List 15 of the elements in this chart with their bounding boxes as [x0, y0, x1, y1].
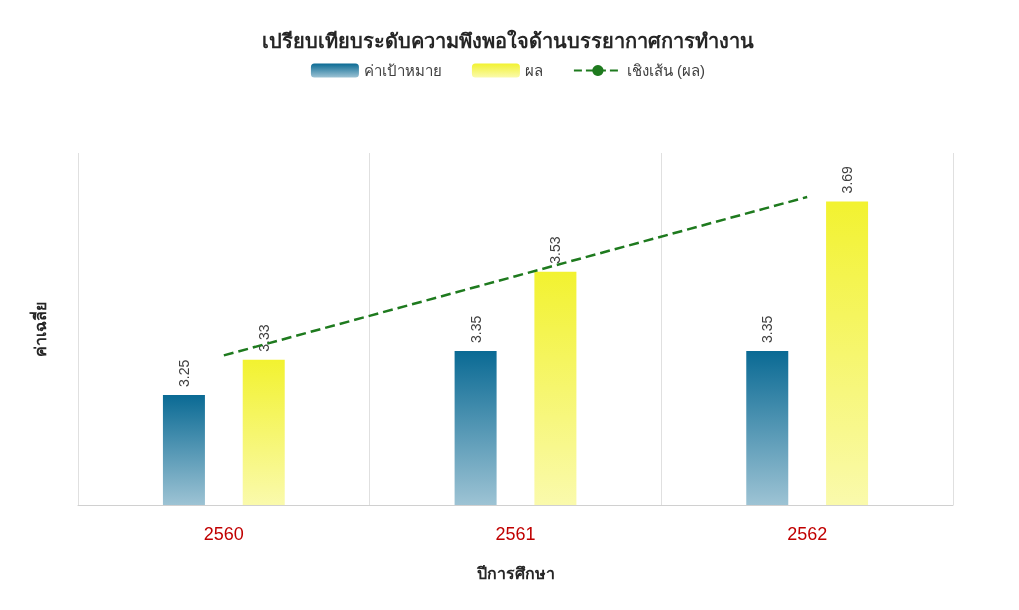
x-tick-label: 2560: [203, 524, 244, 544]
data-label: 3.25: [175, 359, 192, 387]
legend-label: ค่าเป้าหมาย: [363, 62, 442, 79]
x-tick-label: 2561: [495, 524, 536, 544]
data-label: 3.53: [547, 236, 564, 264]
x-axis-title: ปีการศึกษา: [475, 563, 555, 582]
legend-label: ผล: [524, 62, 543, 79]
data-label: 3.33: [255, 324, 272, 352]
data-label: 3.35: [759, 315, 776, 343]
y-axis-title: ค่าเฉลี่ย: [28, 301, 49, 357]
x-tick-label: 2562: [787, 524, 828, 544]
data-label: 3.69: [839, 165, 856, 194]
legend-label: เชิงเส้น (ผล): [626, 62, 706, 79]
chart-title: เปรียบเทียบระดับความพึงพอใจด้านบรรยากาศการทำงาน: [262, 29, 754, 52]
data-label: 3.35: [467, 315, 484, 343]
